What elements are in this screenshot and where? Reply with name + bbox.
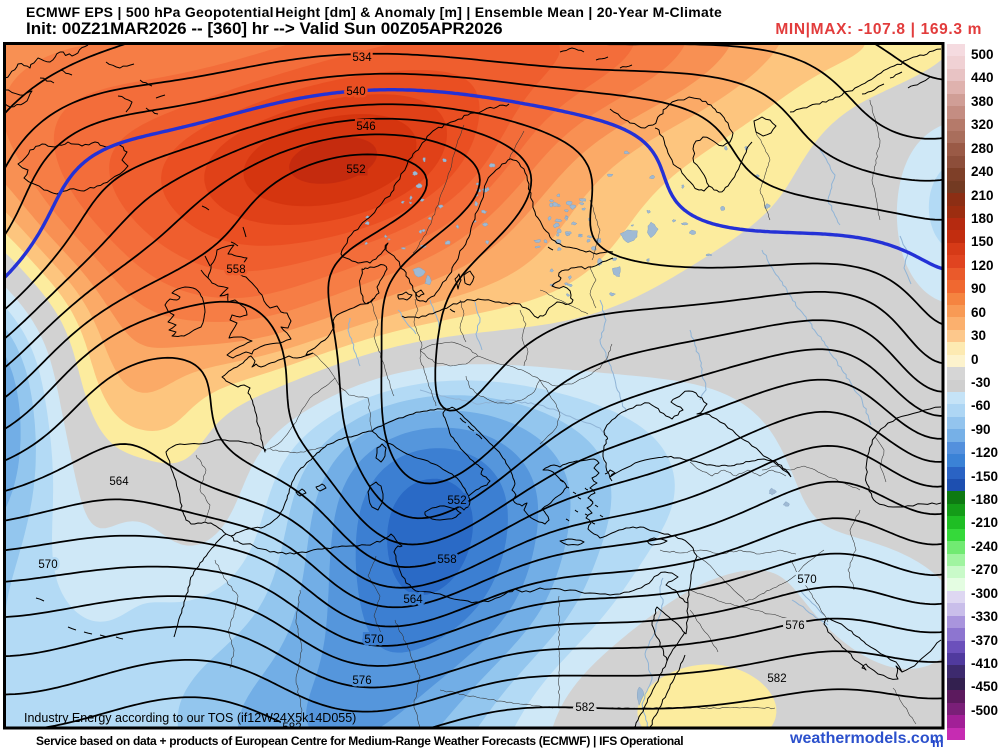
svg-text:546: 546 [356,121,375,133]
svg-text:582: 582 [767,673,786,685]
svg-text:570: 570 [38,559,57,571]
svg-text:564: 564 [403,594,423,606]
svg-text:552: 552 [346,164,365,176]
svg-text:558: 558 [437,554,456,566]
svg-text:582: 582 [282,722,301,734]
svg-text:570: 570 [364,634,383,646]
svg-text:540: 540 [346,86,365,98]
svg-text:576: 576 [785,620,804,632]
svg-text:552: 552 [447,495,466,507]
svg-text:564: 564 [109,476,129,488]
svg-text:558: 558 [226,264,245,276]
svg-text:582: 582 [575,702,594,714]
svg-text:Industry Energy according to o: Industry Energy according to our TOS (if… [24,711,356,725]
svg-text:570: 570 [797,574,816,586]
svg-text:534: 534 [352,52,372,64]
svg-text:576: 576 [352,675,371,687]
